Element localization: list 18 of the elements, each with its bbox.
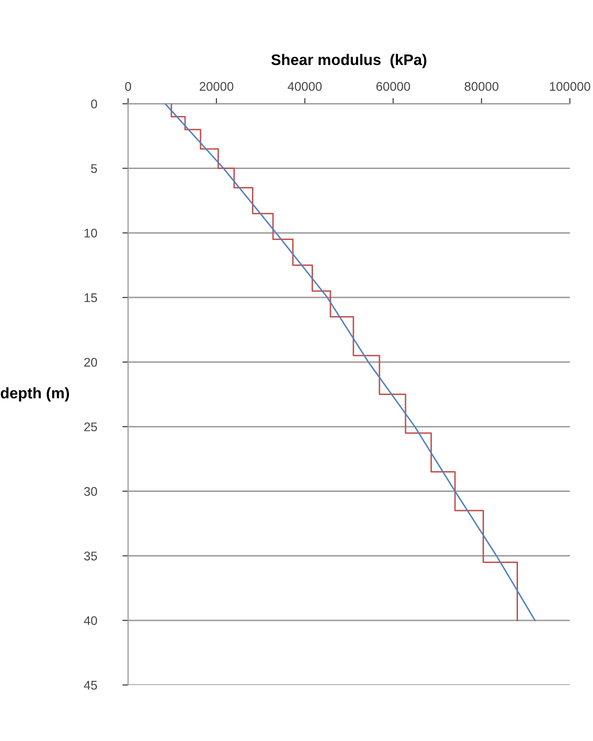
x-tick-label: 100000 [550,82,590,91]
y-tick-label: 10 [84,228,98,238]
x-tick-label: 80000 [464,82,498,91]
x-tick-label: 20000 [200,82,234,91]
y-tick-label: 40 [84,616,98,626]
y-tick-label: 0 [91,100,98,108]
x-axis-title: Shear modulus (kPa) [271,54,426,68]
y-tick-label: 30 [84,487,98,496]
x-tick-label: 60000 [376,82,410,91]
x-tick-label: 0 [125,82,132,91]
y-tick-label: 25 [84,422,98,432]
y-axis-title: depth (m) [0,387,69,402]
x-tick-label: 40000 [288,82,322,91]
y-tick-label: 35 [84,552,98,560]
y-tick-label: 20 [84,358,98,367]
y-tick-label: 5 [91,164,98,173]
y-tick-label: 45 [84,680,98,690]
y-tick-label: 15 [84,293,98,302]
